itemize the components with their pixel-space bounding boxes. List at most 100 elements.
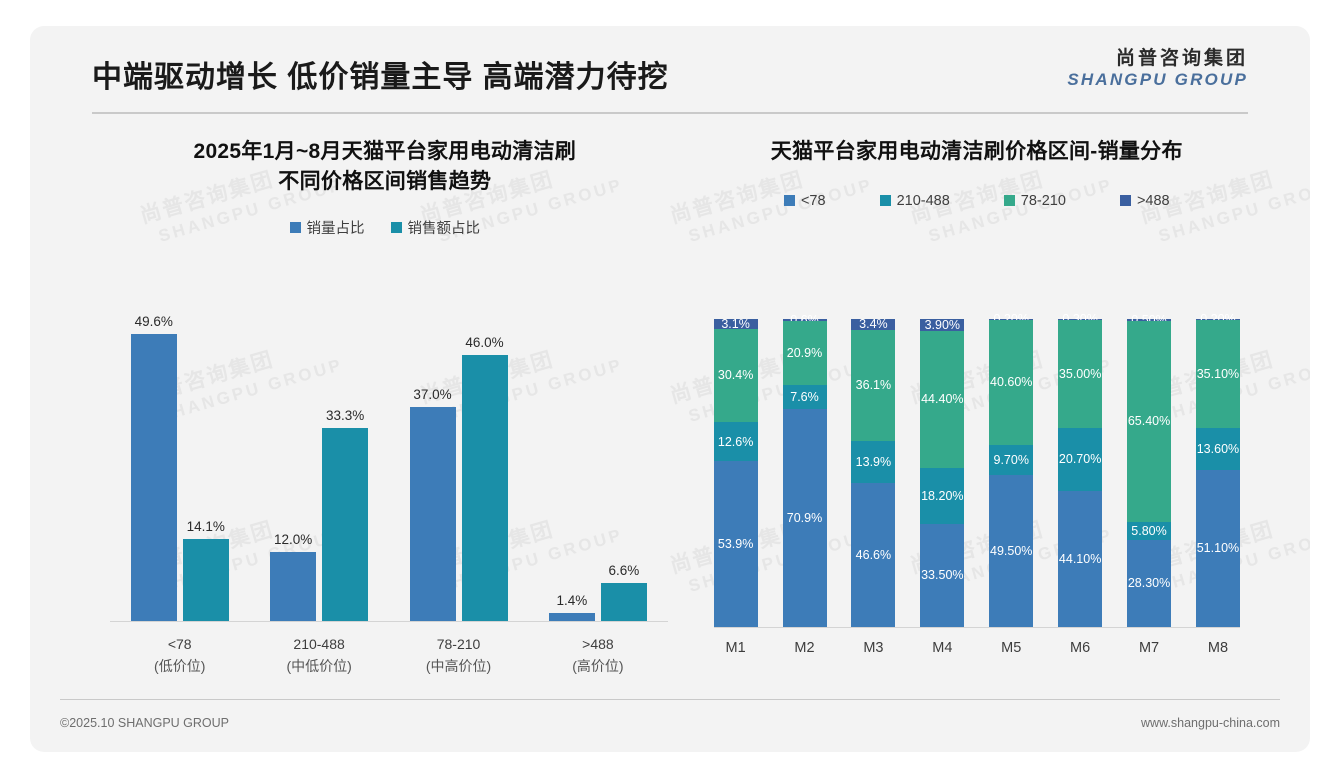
website-text: www.shangpu-china.com (1141, 716, 1280, 730)
legend-item-1[interactable]: 销量占比 (289, 217, 365, 238)
x-axis-tick-sublabel: (高价位) (572, 658, 624, 675)
stacked-bar-segment[interactable]: 5.80% (1127, 521, 1172, 540)
grouped-bar-plot-area: 49.6% 14.1% 12.0% 33.3% 37.0% 46.0% 1.4% 6.6% (110, 303, 668, 622)
legend-swatch-icon (289, 221, 301, 233)
bar-column[interactable]: 33.3% (322, 303, 369, 621)
left-chart-legend: 销量占比 销售额占比 (92, 217, 678, 238)
legend-item-3[interactable]: 78-210 (1003, 192, 1066, 209)
bar[interactable] (130, 334, 177, 621)
left-chart-title-line2: 不同价格区间销售趋势 (278, 169, 492, 193)
bar-value-label: 6.6% (608, 562, 640, 578)
stacked-segment-value-label: 3.4% (859, 317, 888, 332)
stacked-bar-segment[interactable]: 36.1% (851, 329, 896, 441)
legend-swatch-icon (390, 221, 402, 233)
stacked-bar-segment[interactable]: 44.10% (1058, 491, 1103, 627)
bar[interactable] (409, 407, 456, 621)
bar-column[interactable]: 6.6% (600, 303, 647, 621)
bar[interactable] (548, 612, 595, 621)
stacked-segment-value-label: 35.00% (1058, 366, 1102, 381)
stacked-bar-segment[interactable]: 44.40% (920, 331, 965, 468)
stacked-bar-segment[interactable]: 33.50% (920, 523, 965, 627)
stacked-segment-value-label: 20.70% (1058, 452, 1102, 467)
logo-english-text: SHANGPU GROUP (1067, 69, 1248, 89)
stacked-bar-column[interactable]: 3.4% 36.1% 13.9% 46.6% (851, 317, 896, 627)
stacked-segment-value-label: 7.6% (790, 389, 819, 404)
bar-column[interactable]: 37.0% (409, 303, 456, 621)
stacked-bar-column[interactable]: 3.1% 30.4% 12.6% 53.9% (713, 317, 758, 627)
legend-item-1[interactable]: <78 (783, 193, 826, 209)
stacked-bar-plot-area: 3.1%30.4%12.6%53.9%0.6%20.9%7.6%70.9%3.4… (713, 312, 1240, 628)
stacked-segment-value-label: 20.9% (786, 346, 823, 361)
x-axis-tick-sublabel: (中低价位) (286, 658, 352, 675)
legend-swatch-icon (1119, 195, 1131, 207)
stacked-bar-segment[interactable]: 35.00% (1058, 319, 1103, 428)
bar-value-label: 49.6% (134, 314, 173, 330)
header-divider (92, 112, 1248, 114)
stacked-segment-value-label: 3.90% (924, 318, 961, 333)
stacked-segment-value-label: 12.6% (717, 434, 754, 449)
logo-chinese-text: 尚普咨询集团 (1115, 48, 1248, 69)
x-axis-tick-label: M4 (932, 640, 953, 656)
stacked-segment-value-label: 18.20% (921, 488, 964, 503)
stacked-bar-segment[interactable]: 13.9% (851, 440, 896, 484)
bar-column[interactable]: 46.0% (461, 303, 508, 621)
stacked-bar-segment[interactable]: 7.6% (782, 385, 827, 409)
stacked-bar-chart: 3.1%30.4%12.6%53.9%0.6%20.9%7.6%70.9%3.4… (706, 312, 1248, 690)
grouped-bar-x-axis: <78 (低价位) 210-488 (中低价位) 78-210 (中高价位) >488 (高价… (110, 622, 668, 690)
stacked-bar-segment[interactable]: 53.9% (713, 461, 758, 627)
x-axis-tick-label: M1 (725, 640, 746, 656)
stacked-bar-segment[interactable]: 70.9% (782, 408, 827, 627)
bar[interactable] (322, 428, 369, 621)
bar-column[interactable]: 1.4% (548, 303, 595, 621)
stacked-bar-segment[interactable]: 49.50% (989, 474, 1034, 627)
stacked-bar-column[interactable]: 0.20%40.60%9.70%49.50% (989, 312, 1034, 627)
stacked-bar-segment[interactable]: 28.30% (1127, 539, 1172, 627)
stacked-bar-segment[interactable]: 46.6% (851, 483, 896, 627)
stacked-bar-column[interactable]: 0.30%35.00%20.70%44.10% (1058, 312, 1103, 627)
bar-column[interactable]: 12.0% (270, 303, 317, 621)
x-axis-tick-range: >488 (582, 636, 614, 652)
legend-swatch-icon (879, 195, 891, 207)
stacked-bar-column[interactable]: 0.50%65.40%5.80%28.30% (1127, 313, 1172, 627)
stacked-bar-column[interactable]: 3.90% 44.40% 18.20% 33.50% (920, 318, 965, 627)
stacked-bar-segment[interactable]: 9.70% (989, 444, 1034, 475)
x-axis-tick-label: M6 (1070, 640, 1091, 656)
bar-group: 1.4% 6.6% (528, 303, 667, 621)
stacked-segment-value-label: 65.40% (1127, 414, 1171, 429)
stacked-bar-segment[interactable]: 13.60% (1195, 427, 1240, 470)
stacked-bar-segment[interactable]: 51.10% (1195, 469, 1240, 627)
bar[interactable] (461, 355, 508, 621)
legend-label: 78-210 (1020, 192, 1066, 209)
stacked-bar-segment[interactable]: 3.4% (851, 317, 896, 332)
stacked-bar-segment[interactable]: 20.9% (782, 320, 827, 386)
x-axis-tick-label: 78-210 (中高价位) (389, 633, 528, 690)
legend-item-2[interactable]: 销售额占比 (390, 217, 481, 238)
x-axis-tick-range: <78 (167, 636, 192, 652)
stacked-bar-segment[interactable]: 30.4% (713, 328, 758, 423)
bar-column[interactable]: 14.1% (182, 303, 229, 621)
stacked-bar-segment[interactable]: 65.40% (1127, 320, 1172, 522)
stacked-bar-segment[interactable]: 18.20% (920, 467, 965, 524)
stacked-bar-segment[interactable]: 3.90% (920, 318, 965, 333)
stacked-bar-segment[interactable]: 35.10% (1195, 319, 1240, 428)
legend-label: 210-488 (896, 192, 950, 209)
stacked-bar-column[interactable]: 0.20%35.10%13.60%51.10% (1195, 312, 1240, 627)
legend-item-2[interactable]: 210-488 (879, 192, 950, 209)
bar[interactable] (182, 539, 229, 621)
stacked-segment-value-label: 51.10% (1196, 541, 1240, 556)
stacked-segment-value-label: 5.80% (1131, 523, 1167, 538)
stacked-bar-column[interactable]: 0.6%20.9%7.6%70.9% (782, 313, 827, 627)
legend-label: 销售额占比 (407, 220, 481, 237)
stacked-bar-segment[interactable]: 3.1% (713, 317, 758, 331)
stacked-bar-segment[interactable]: 40.60% (989, 319, 1034, 445)
bar-value-label: 1.4% (556, 592, 588, 608)
bar[interactable] (270, 551, 317, 621)
stacked-segment-value-label: 35.10% (1196, 366, 1240, 381)
stacked-bar-segment[interactable]: 12.6% (713, 422, 758, 461)
stacked-segment-value-label: 36.1% (855, 378, 892, 393)
bar-column[interactable]: 49.6% (130, 303, 177, 621)
legend-item-4[interactable]: >488 (1119, 193, 1170, 209)
bar[interactable] (600, 582, 647, 621)
stacked-bar-segment[interactable]: 20.70% (1058, 427, 1103, 492)
